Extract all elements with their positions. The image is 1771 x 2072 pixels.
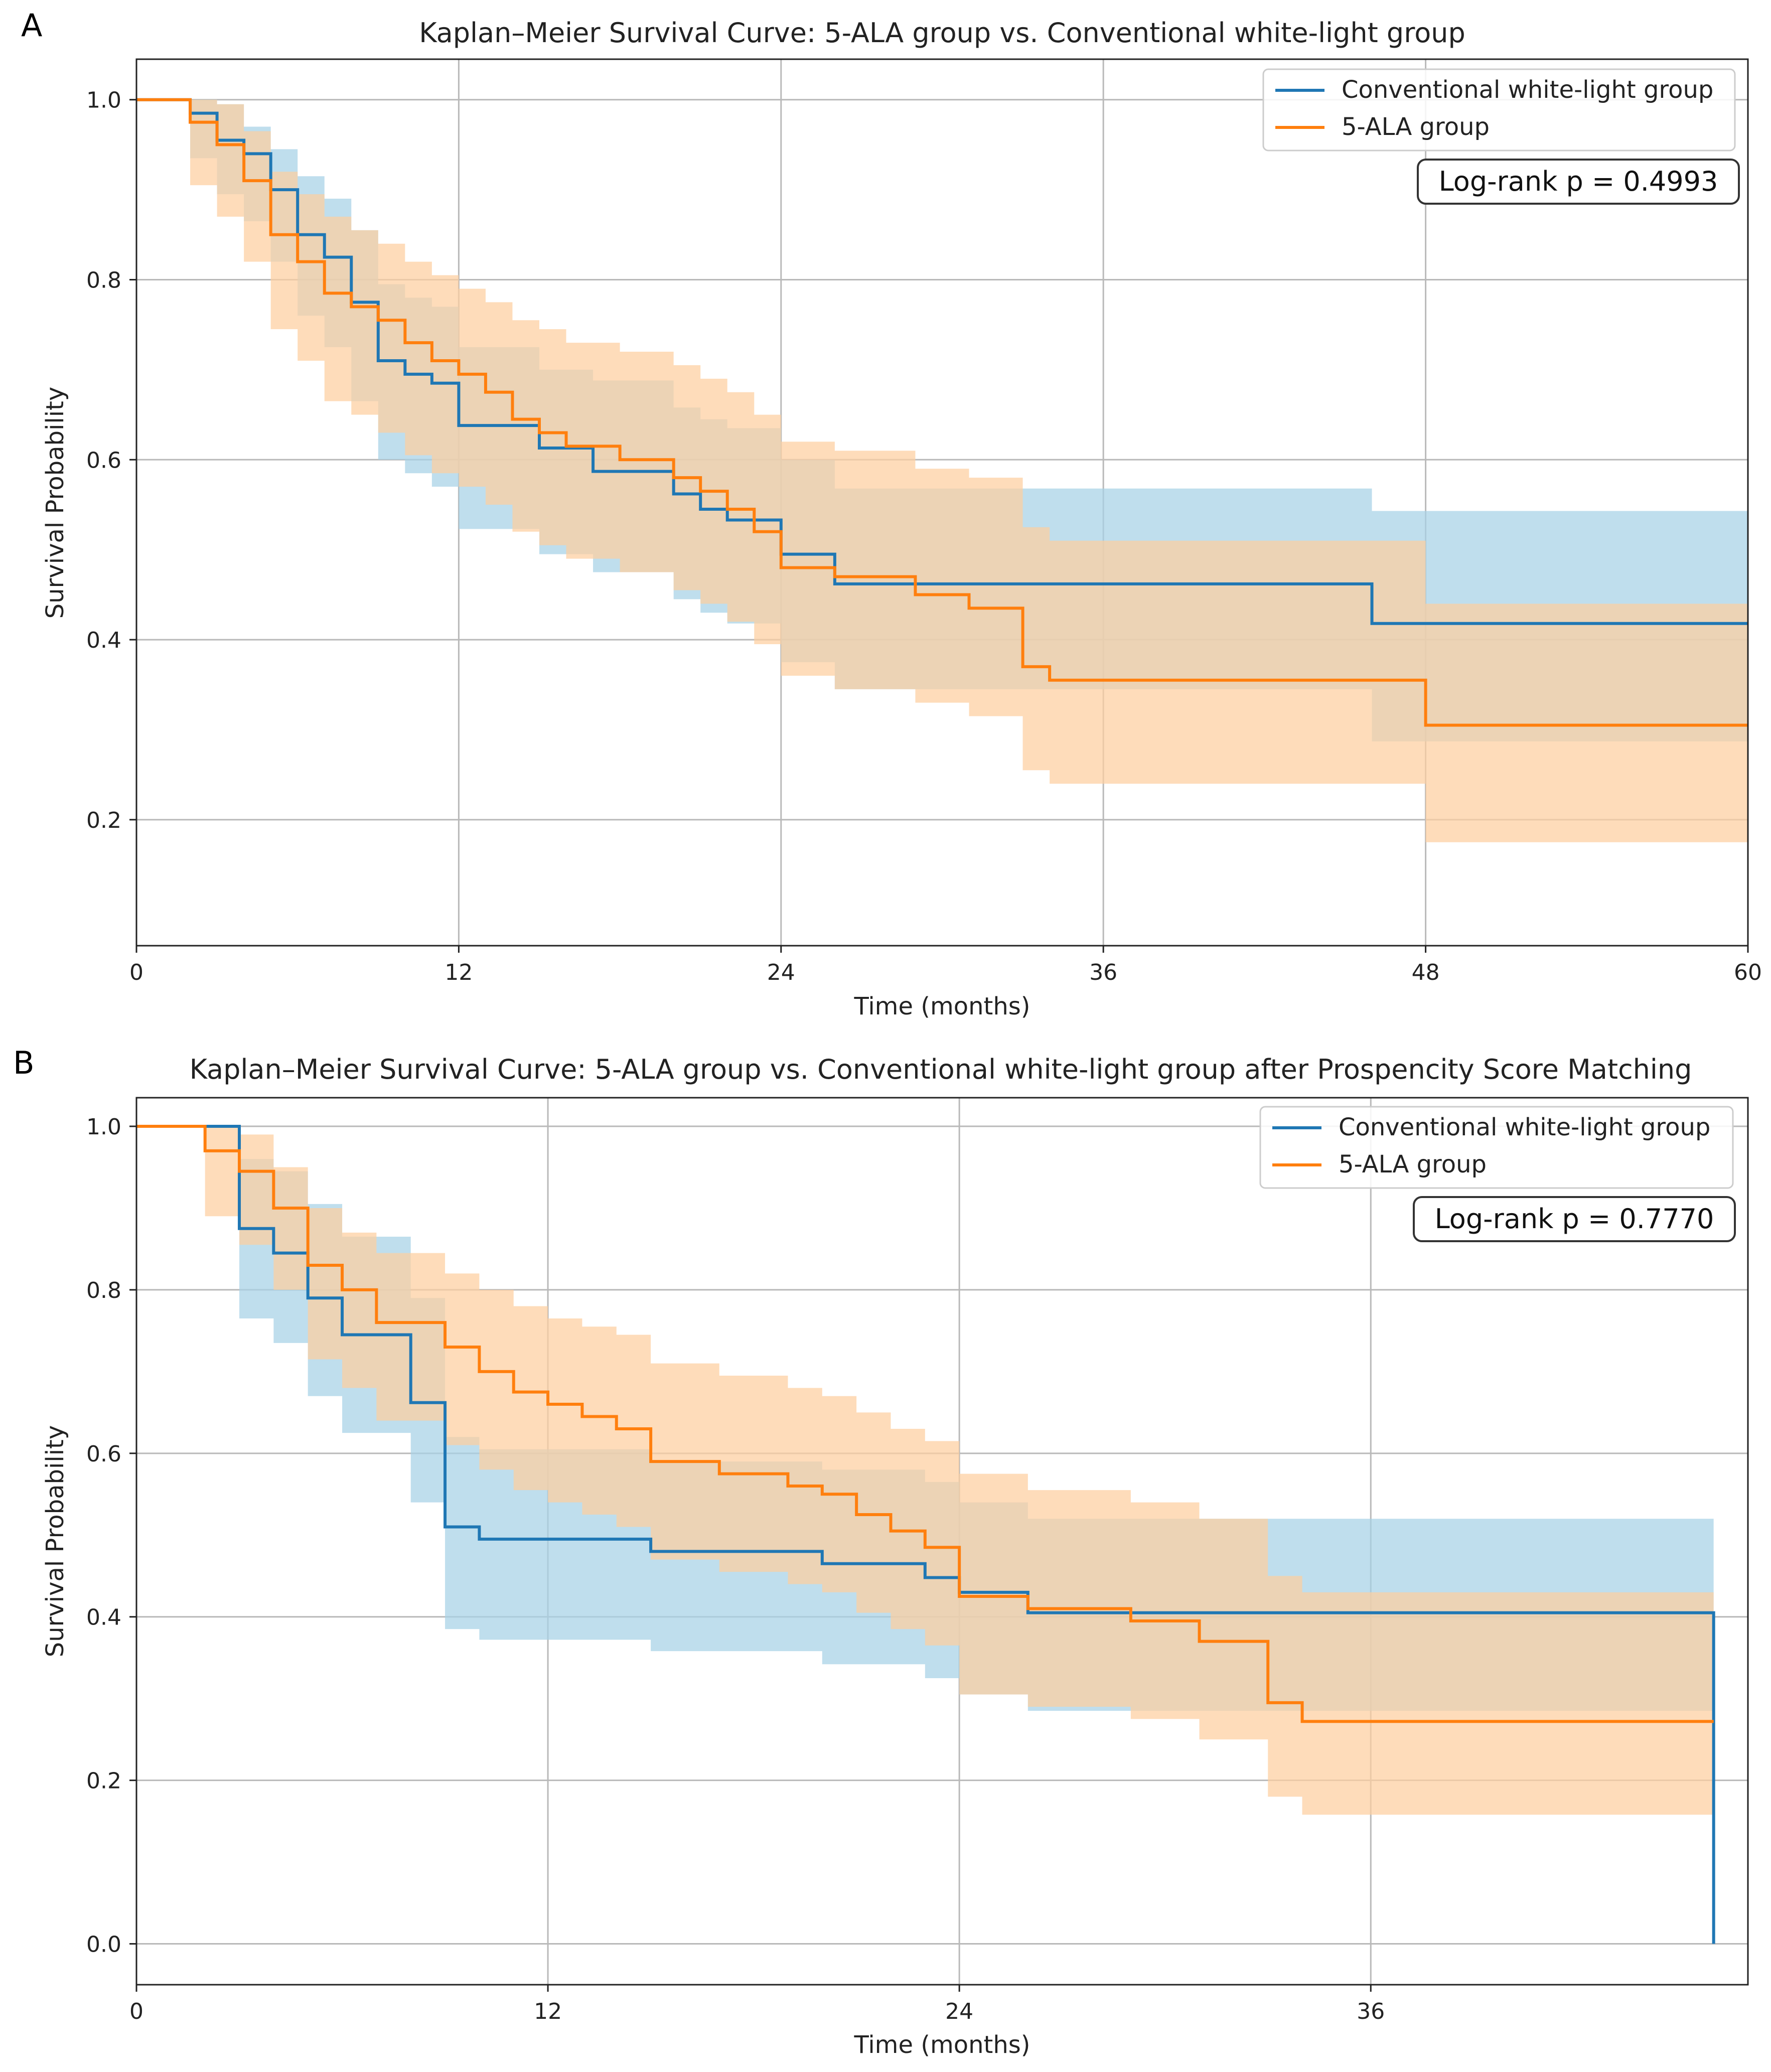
- y-tick-label: 0.8: [86, 268, 121, 293]
- x-tick-label: 24: [945, 1999, 973, 2024]
- logrank-frame-a: [1417, 159, 1740, 205]
- y-tick-label: 0.4: [86, 628, 121, 653]
- x-axis-label-b: Time (months): [854, 2031, 1030, 2059]
- logrank-box-b: Log-rank p = 0.7770: [1413, 1196, 1736, 1242]
- logrank-box-a: Log-rank p = 0.4993: [1417, 159, 1740, 205]
- y-ticks-b: 0.0 0.2 0.4 0.6 0.8 1.0: [86, 1114, 136, 1958]
- legend-box-a: [1262, 68, 1736, 152]
- legend-a: Conventional white-light group 5-ALA gro…: [1262, 68, 1736, 152]
- confidence-band-conventional: [136, 1126, 1714, 1711]
- confidence-bands-b: [136, 1126, 1714, 1815]
- legend-label-conventional-b: Conventional white-light group: [1339, 1113, 1710, 1141]
- survival-curves-a: [136, 98, 1748, 727]
- x-tick-label: 0: [129, 1999, 143, 2024]
- x-tick-label: 24: [767, 960, 795, 985]
- legend-b: Conventional white-light group 5-ALA gro…: [1259, 1106, 1734, 1189]
- survival-curve-ala: [136, 1125, 1714, 1723]
- legend-label-conventional-a: Conventional white-light group: [1342, 76, 1713, 104]
- x-tick-label: 12: [445, 960, 473, 985]
- confidence-band-ala: [136, 1126, 1714, 1815]
- legend-label-ala-a: 5-ALA group: [1342, 113, 1490, 141]
- panel-label-b: B: [13, 1045, 35, 1081]
- x-tick-label: 0: [129, 960, 143, 985]
- logrank-text-b: Log-rank p = 0.7770: [1435, 1203, 1714, 1235]
- y-axis-label-a: Survival Probability: [41, 387, 69, 619]
- panel-label-a: A: [21, 7, 42, 44]
- legend-box-b: [1259, 1106, 1734, 1189]
- plot-area-a: [136, 59, 1748, 946]
- y-tick-label: 0.6: [86, 1441, 121, 1467]
- x-tick-label: 36: [1089, 960, 1117, 985]
- confidence-bands-a: [136, 99, 1748, 842]
- y-ticks-a: 0.2 0.4 0.6 0.8 1.0: [86, 88, 136, 833]
- logrank-frame-b: [1413, 1196, 1736, 1242]
- x-tick-label: 36: [1357, 1999, 1385, 2024]
- y-tick-label: 0.4: [86, 1605, 121, 1631]
- chart-title-b: Kaplan–Meier Survival Curve: 5-ALA group…: [190, 1054, 1692, 1085]
- y-tick-label: 0.6: [86, 448, 121, 473]
- panel-a: A Kaplan–Meier Survival Curve: 5-ALA gro…: [21, 7, 1762, 1020]
- x-axis-label-a: Time (months): [854, 992, 1030, 1020]
- survival-curve-ala: [136, 98, 1748, 727]
- x-tick-label: 12: [534, 1999, 562, 2024]
- x-ticks-a: 0 12 24 36 48 60: [129, 946, 1762, 985]
- chart-title-a: Kaplan–Meier Survival Curve: 5-ALA group…: [419, 17, 1465, 49]
- logrank-text-a: Log-rank p = 0.4993: [1439, 166, 1718, 197]
- y-tick-label: 1.0: [86, 1114, 121, 1140]
- y-tick-label: 1.0: [86, 88, 121, 113]
- y-axis-label-b: Survival Probability: [41, 1425, 69, 1658]
- y-tick-label: 0.2: [86, 1768, 121, 1794]
- x-tick-label: 48: [1412, 960, 1440, 985]
- y-tick-label: 0.0: [86, 1932, 121, 1958]
- panel-b: B Kaplan–Meier Survival Curve: 5-ALA gro…: [13, 1045, 1749, 2059]
- plot-frame-a: [135, 58, 1749, 947]
- x-ticks-b: 0 12 24 36: [129, 1985, 1385, 2024]
- survival-curves-b: [136, 1125, 1715, 1944]
- y-tick-label: 0.2: [86, 808, 121, 833]
- confidence-band-ala: [136, 99, 1748, 842]
- plot-frame-b: [135, 1097, 1749, 1986]
- x-tick-label: 60: [1734, 960, 1762, 985]
- legend-label-ala-b: 5-ALA group: [1339, 1150, 1487, 1178]
- y-tick-label: 0.8: [86, 1278, 121, 1303]
